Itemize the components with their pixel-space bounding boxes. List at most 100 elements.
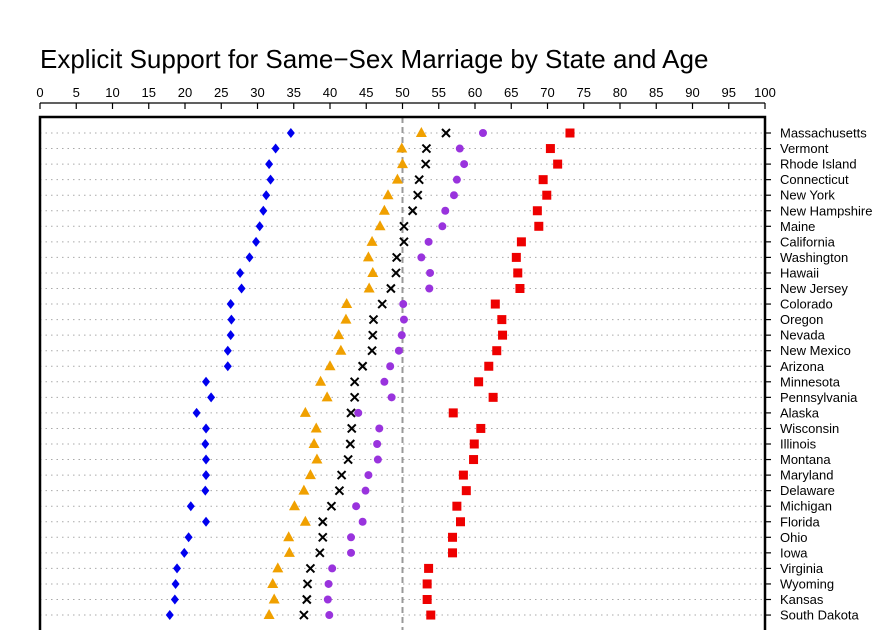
data-point-cross [441, 128, 451, 138]
data-point-triangle [321, 391, 333, 402]
data-point-circle [386, 362, 395, 371]
data-point-triangle [283, 546, 295, 557]
data-point-circle [328, 564, 337, 573]
data-point-triangle [374, 220, 386, 231]
state-label: Maryland [780, 468, 833, 483]
data-point-cross [302, 594, 312, 605]
data-point-triangle [304, 469, 316, 480]
x-tick-label: 55 [432, 85, 446, 100]
data-point-triangle [272, 562, 284, 573]
data-point-square [490, 299, 500, 309]
chart-title: Explicit Support for Same−Sex Marriage b… [40, 44, 708, 74]
data-point-circle [380, 377, 389, 386]
state-label: Michigan [780, 499, 832, 514]
data-point-cross [326, 501, 337, 511]
x-tick-label: 10 [105, 85, 119, 100]
state-label: California [780, 234, 836, 249]
data-point-diamond [165, 610, 174, 621]
data-point-diamond [245, 252, 254, 263]
data-point-triangle [308, 438, 320, 448]
data-point-diamond [265, 159, 274, 170]
data-point-square [469, 439, 479, 449]
state-label: Illinois [780, 437, 817, 452]
data-point-square [534, 221, 544, 231]
data-point-diamond [202, 516, 211, 527]
data-point-triangle [341, 298, 353, 309]
data-point-cross [345, 439, 356, 449]
data-point-diamond [201, 485, 210, 496]
x-tick-label: 50 [395, 85, 409, 100]
state-label: Delaware [780, 483, 835, 498]
x-tick-label: 70 [540, 85, 554, 100]
x-tick-label: 0 [36, 85, 43, 100]
data-point-diamond [192, 407, 201, 418]
data-point-cross [318, 517, 328, 527]
data-point-triangle [310, 422, 322, 433]
data-point-square [476, 423, 486, 433]
data-point-circle [354, 408, 363, 417]
data-point-square [461, 486, 471, 496]
data-point-cross [315, 548, 325, 558]
data-point-cross [305, 563, 316, 574]
data-point-square [565, 128, 575, 138]
data-point-square [553, 159, 563, 169]
data-point-square [532, 206, 542, 216]
x-tick-label: 80 [613, 85, 627, 100]
data-point-square [498, 330, 508, 340]
state-label: Wisconsin [780, 421, 839, 436]
data-point-circle [361, 486, 370, 495]
state-label: Washington [780, 250, 848, 265]
data-point-diamond [226, 299, 235, 310]
data-point-circle [352, 502, 361, 511]
data-point-triangle [263, 609, 275, 620]
data-point-square [484, 361, 494, 371]
data-point-cross [413, 190, 423, 200]
data-point-circle [397, 331, 406, 340]
state-label: Ohio [780, 530, 807, 545]
data-point-square [424, 563, 434, 573]
state-label: Oregon [780, 312, 823, 327]
data-point-square [456, 517, 465, 527]
data-point-cross [386, 283, 396, 294]
state-label: Florida [780, 514, 821, 529]
data-point-triangle [340, 313, 352, 324]
data-point-cross [349, 392, 360, 403]
data-point-triangle [363, 282, 375, 293]
data-point-square [422, 579, 432, 589]
data-point-circle [358, 517, 367, 526]
data-point-cross [357, 361, 368, 371]
data-point-circle [438, 222, 447, 231]
data-point-square [452, 501, 462, 511]
data-point-triangle [397, 158, 408, 169]
data-point-diamond [207, 392, 216, 403]
data-point-square [513, 268, 523, 278]
data-point-circle [324, 579, 333, 588]
x-tick-label: 60 [468, 85, 482, 100]
data-point-triangle [299, 406, 311, 417]
data-point-diamond [286, 128, 295, 138]
data-point-cross [377, 299, 387, 309]
data-point-circle [373, 455, 382, 464]
x-tick-label: 30 [250, 85, 264, 100]
data-point-circle [387, 393, 396, 402]
data-point-triangle [391, 173, 403, 184]
data-point-diamond [180, 547, 189, 558]
state-label: Maine [780, 219, 815, 234]
data-point-triangle [333, 329, 345, 340]
data-point-cross [349, 377, 360, 387]
data-point-diamond [266, 174, 275, 185]
data-point-diamond [186, 501, 195, 512]
x-tick-label: 15 [142, 85, 156, 100]
data-point-triangle [283, 531, 295, 542]
data-point-cross [399, 221, 409, 232]
data-point-triangle [415, 127, 427, 137]
state-label: Colorado [780, 297, 833, 312]
data-point-triangle [362, 251, 374, 262]
data-point-triangle [367, 266, 379, 277]
x-tick-label: 75 [577, 85, 591, 100]
data-point-square [448, 408, 458, 418]
data-point-triangle [324, 360, 336, 371]
data-point-square [511, 252, 521, 262]
data-point-cross [421, 143, 432, 154]
